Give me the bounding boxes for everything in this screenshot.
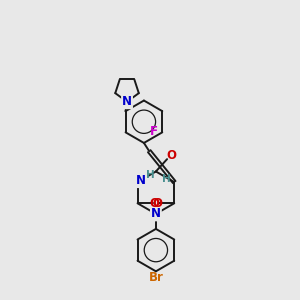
Text: N: N <box>151 207 161 220</box>
Text: N: N <box>136 174 146 187</box>
Text: O: O <box>166 149 176 162</box>
Text: H: H <box>162 174 170 184</box>
Text: O: O <box>149 197 159 210</box>
Text: Br: Br <box>148 271 163 284</box>
Text: O: O <box>153 197 163 210</box>
Text: N: N <box>122 95 132 108</box>
Text: H: H <box>146 170 155 180</box>
Text: F: F <box>150 125 158 138</box>
